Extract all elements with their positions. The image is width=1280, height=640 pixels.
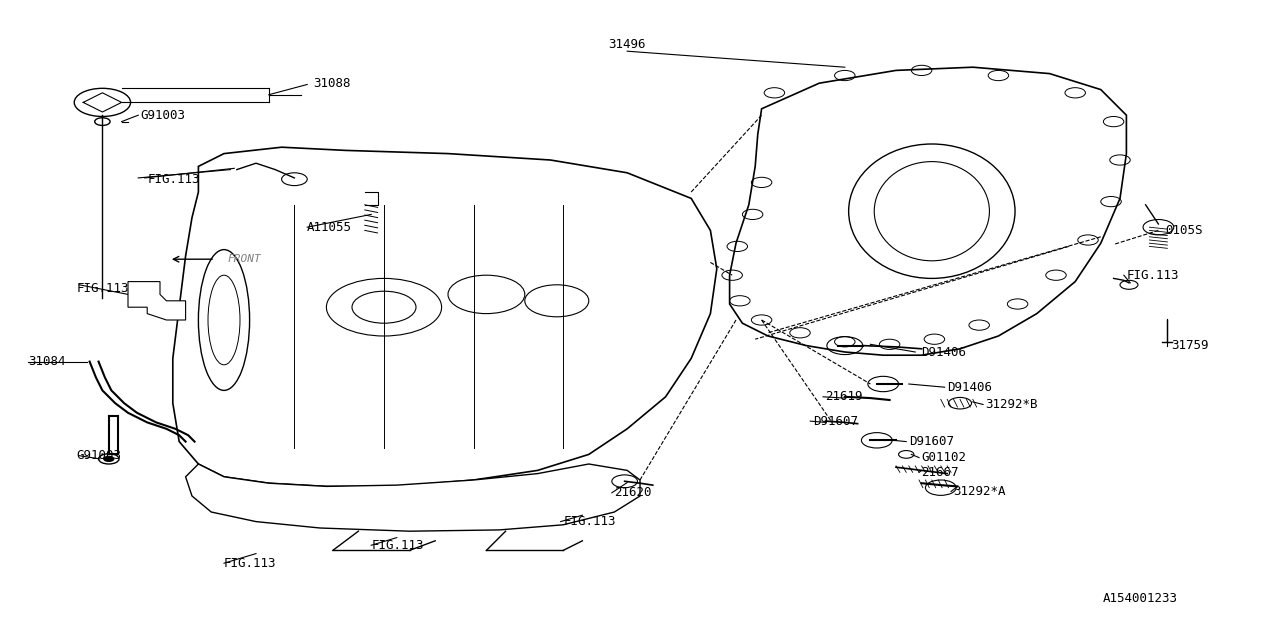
PathPatch shape (186, 464, 640, 531)
Text: 21667: 21667 (922, 466, 959, 479)
Text: 21620: 21620 (614, 486, 652, 499)
PathPatch shape (173, 147, 717, 486)
Ellipse shape (207, 275, 241, 365)
Text: G91003: G91003 (77, 449, 122, 462)
Text: FIG.113: FIG.113 (147, 173, 200, 186)
Text: 31084: 31084 (28, 355, 65, 368)
Text: G91003: G91003 (141, 109, 186, 122)
Text: 21619: 21619 (826, 390, 863, 403)
Text: D91406: D91406 (947, 381, 992, 394)
Text: D91607: D91607 (813, 415, 858, 428)
Text: 31759: 31759 (1171, 339, 1208, 352)
Text: FIG.113: FIG.113 (224, 557, 276, 570)
Text: FIG.113: FIG.113 (77, 282, 129, 294)
Text: 31292*A: 31292*A (954, 485, 1006, 498)
PathPatch shape (730, 67, 1126, 355)
Ellipse shape (198, 250, 250, 390)
Circle shape (104, 456, 114, 461)
Text: 31292*B: 31292*B (986, 398, 1038, 411)
Text: D91607: D91607 (909, 435, 954, 448)
Text: FIG.113: FIG.113 (1126, 269, 1179, 282)
Text: FIG.113: FIG.113 (563, 515, 616, 528)
Text: D91406: D91406 (922, 346, 966, 358)
Text: FIG.113: FIG.113 (371, 539, 424, 552)
Text: G01102: G01102 (922, 451, 966, 464)
Text: 31088: 31088 (314, 77, 351, 90)
Text: A154001233: A154001233 (1102, 592, 1178, 605)
Text: 0105S: 0105S (1165, 224, 1202, 237)
Text: 31496: 31496 (608, 38, 646, 51)
Ellipse shape (849, 144, 1015, 278)
Text: A11055: A11055 (307, 221, 352, 234)
Ellipse shape (874, 161, 989, 261)
PathPatch shape (128, 282, 186, 320)
Text: FRONT: FRONT (228, 254, 261, 264)
